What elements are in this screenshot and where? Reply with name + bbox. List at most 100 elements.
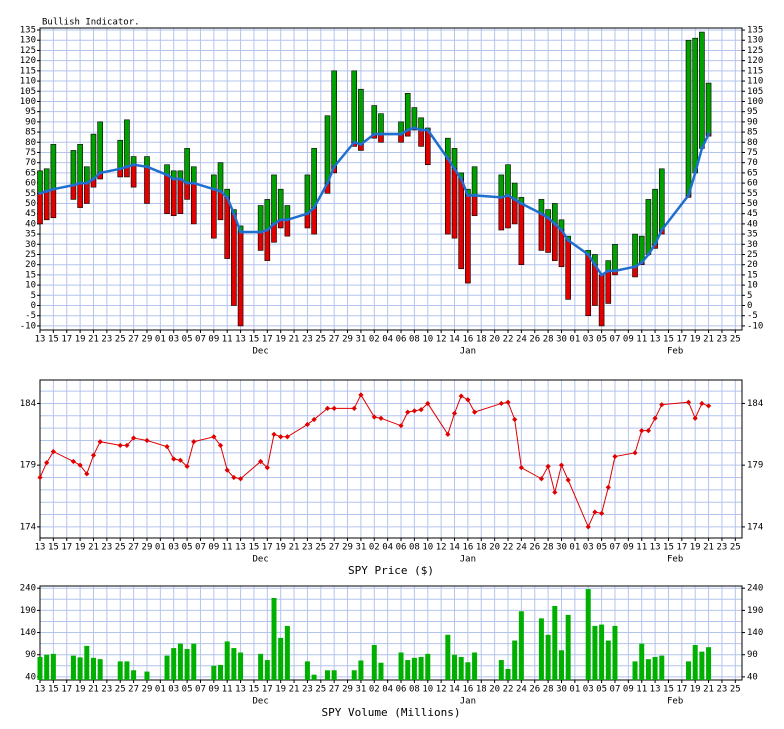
average-point (593, 263, 597, 267)
price-point (398, 423, 404, 429)
price-point (505, 399, 511, 405)
bear-bar (445, 158, 451, 235)
price-point (405, 409, 411, 415)
x-tick-label: 25 (315, 335, 326, 345)
x-tick-label: 20 (489, 685, 500, 695)
x-tick-label: 23 (717, 543, 728, 553)
price-point (90, 452, 97, 458)
month-label: Feb (667, 555, 683, 565)
bull-bar (271, 174, 277, 225)
bull-bar (705, 82, 712, 135)
average-point (51, 187, 55, 191)
volume-bar (612, 625, 618, 680)
x-tick-label: 11 (222, 543, 233, 553)
y-tick-label: -5 (25, 311, 36, 321)
price-point (164, 444, 170, 450)
x-tick-label: 01 (569, 335, 580, 345)
price-point (177, 457, 183, 463)
price-point (144, 437, 150, 444)
volume-bar (692, 644, 698, 680)
bear-bar (598, 274, 605, 327)
x-tick-label: 31 (355, 543, 366, 553)
x-tick-label: 25 (115, 685, 126, 695)
average-point (359, 142, 363, 146)
volume-bar (686, 661, 692, 680)
volume-bar (505, 668, 511, 680)
bull-bar (324, 115, 331, 184)
x-tick-label: 14 (449, 685, 460, 695)
x-tick-label: 13 (235, 685, 246, 695)
x-tick-label: 09 (208, 543, 219, 553)
volume-bar (639, 643, 645, 680)
bull-bar (257, 205, 264, 233)
average-point (706, 132, 711, 136)
average-point (285, 218, 289, 222)
y-tick-label: 15 (25, 270, 36, 280)
average-point (700, 146, 704, 150)
y-tick-label: 50 (25, 199, 36, 209)
y-tick-label: 90 (747, 650, 758, 660)
volume-bar (231, 648, 237, 680)
average-line (39, 126, 710, 277)
bear-bar (184, 182, 190, 200)
y-tick-label: 40 (747, 219, 758, 229)
average-point (265, 228, 269, 232)
average-point (452, 167, 457, 171)
bull-bar (645, 199, 652, 255)
y-tick-label: 70 (747, 158, 758, 168)
price-point (217, 442, 224, 449)
bull-bar (404, 92, 411, 131)
bull-bar (211, 174, 217, 190)
x-tick-label: 21 (88, 685, 99, 695)
volume-bar (238, 652, 244, 680)
bear-bar (605, 270, 612, 304)
bull-bar (411, 107, 418, 129)
y-tick-label: 125 (747, 46, 763, 56)
y-tick-label: 190 (20, 606, 36, 616)
x-tick-label: 28 (543, 543, 554, 553)
x-tick-label: 10 (422, 543, 433, 553)
y-tick-label: 45 (25, 209, 36, 219)
y-tick-label: 240 (20, 584, 36, 594)
plot-frame (39, 585, 743, 681)
bear-bar (418, 129, 424, 147)
volume-bar (264, 660, 270, 680)
y-tick-label: 30 (747, 240, 758, 250)
x-tick-label: 11 (222, 685, 233, 695)
price-point (599, 510, 605, 516)
average-point (165, 173, 169, 177)
x-tick-label: 17 (676, 685, 687, 695)
x-tick-label: 31 (355, 685, 366, 695)
average-point (185, 181, 189, 185)
average-point (78, 181, 82, 185)
y-tick-label: 90 (25, 117, 36, 127)
price-point (538, 476, 545, 482)
x-tick-label: 07 (610, 335, 621, 345)
month-label: Feb (667, 347, 683, 357)
volume-bar (331, 670, 337, 680)
x-tick-label: 17 (676, 543, 687, 553)
bull-bar (692, 37, 699, 174)
x-tick-label: 30 (556, 685, 567, 695)
average-point (332, 165, 336, 169)
volume-bar (699, 651, 705, 680)
volume-bar (177, 643, 183, 680)
x-tick-label: 09 (208, 685, 219, 695)
average-point (466, 193, 470, 197)
price-point (211, 434, 217, 440)
volume-bar (258, 653, 264, 680)
average-point (519, 201, 523, 206)
x-tick-label: 21 (703, 685, 714, 695)
x-tick-label: 18 (476, 543, 487, 553)
volume-bar (371, 644, 377, 680)
bull-bar (632, 233, 638, 268)
price-point (378, 415, 384, 421)
bull-bar (505, 164, 511, 196)
x-tick-label: 03 (583, 335, 594, 345)
bear-bar (592, 264, 598, 306)
average-point (600, 273, 604, 277)
volume-bar (97, 659, 103, 680)
price-point (498, 400, 504, 407)
average-point (546, 216, 550, 220)
average-point (125, 165, 129, 169)
